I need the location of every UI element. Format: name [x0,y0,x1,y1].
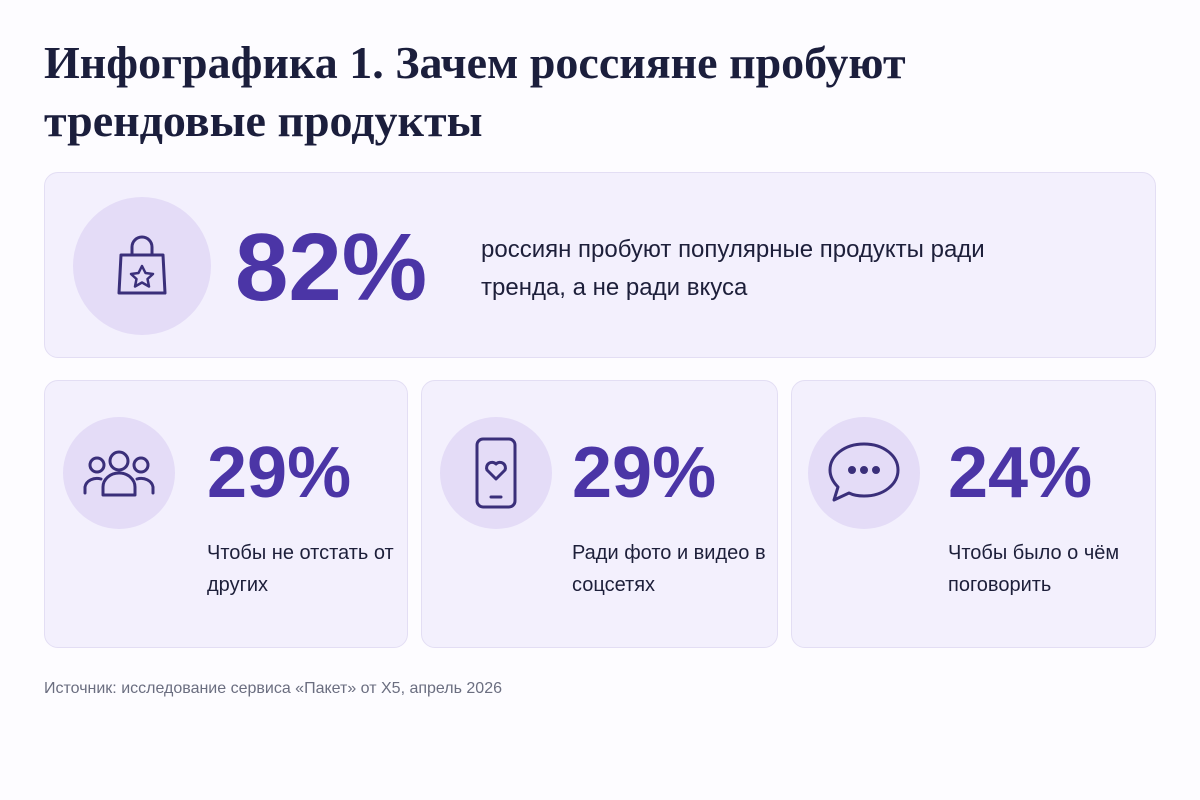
main-value: 82% [235,214,428,321]
main-card: 82% россиян пробуют популярные продукты … [44,172,1156,358]
card-value: 29% [572,433,717,513]
icon-chat [808,417,920,529]
icon-phone [440,417,552,529]
title: Инфографика 1. Зачем россияне пробуют тр… [44,37,906,146]
card-value: 29% [207,433,352,513]
card-text: Чтобы не отстать от других [207,542,394,596]
icon-people [63,417,175,529]
phone-icon [475,437,517,509]
card-text: Ради фото и видео в соцсетях [572,542,766,596]
source: Источник: исследование сервиса «Пакет» о… [44,680,502,697]
bag-icon [117,235,167,295]
people-icon [83,450,155,497]
card-value: 24% [948,433,1093,513]
chat-icon [828,442,900,502]
card-text: Чтобы было о чём поговорить [948,542,1120,596]
card: 24% Чтобы было о чём поговорить [791,380,1156,648]
main-text: россиян пробуют популярные продукты ради… [481,236,985,301]
icon-bag [73,197,211,335]
card: 29% Ради фото и видео в соцсетях [421,380,778,648]
card: 29% Чтобы не отстать от других [44,380,408,648]
